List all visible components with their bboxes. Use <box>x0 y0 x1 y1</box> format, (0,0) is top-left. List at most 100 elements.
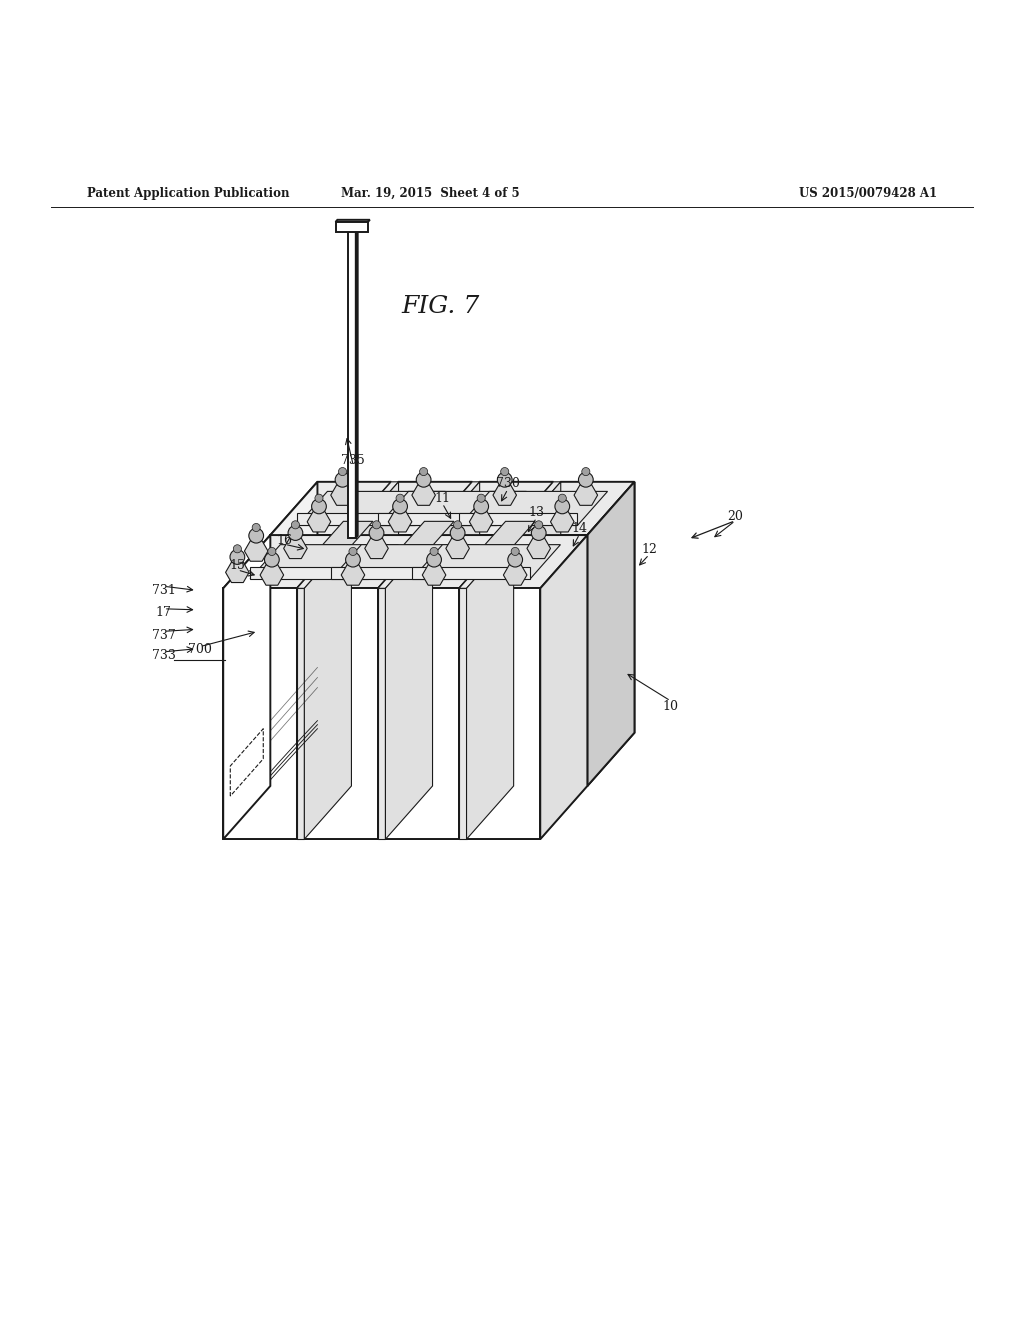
Circle shape <box>264 552 280 568</box>
Circle shape <box>501 467 509 475</box>
Text: FIG. 7: FIG. 7 <box>401 296 479 318</box>
Polygon shape <box>297 589 304 840</box>
Polygon shape <box>432 535 506 785</box>
Polygon shape <box>223 733 635 840</box>
Polygon shape <box>467 535 514 840</box>
Circle shape <box>555 499 569 513</box>
Text: Patent Application Publication: Patent Application Publication <box>87 186 290 199</box>
Polygon shape <box>304 535 425 589</box>
Polygon shape <box>223 535 344 589</box>
Text: 700: 700 <box>187 643 212 656</box>
Polygon shape <box>459 589 467 840</box>
Polygon shape <box>460 491 607 525</box>
Circle shape <box>249 528 263 543</box>
Polygon shape <box>336 222 368 232</box>
Polygon shape <box>467 535 588 589</box>
Polygon shape <box>588 482 635 785</box>
Circle shape <box>349 548 357 556</box>
Polygon shape <box>467 589 541 840</box>
Polygon shape <box>378 589 385 840</box>
Circle shape <box>535 521 543 529</box>
Text: Mar. 19, 2015  Sheet 4 of 5: Mar. 19, 2015 Sheet 4 of 5 <box>341 186 519 199</box>
Polygon shape <box>385 535 432 840</box>
Text: 731: 731 <box>152 583 176 597</box>
Polygon shape <box>425 482 479 535</box>
Circle shape <box>416 473 431 487</box>
Polygon shape <box>378 513 497 525</box>
Polygon shape <box>323 521 373 545</box>
Polygon shape <box>460 513 578 525</box>
Polygon shape <box>331 566 450 578</box>
Polygon shape <box>413 545 560 578</box>
Polygon shape <box>351 535 425 785</box>
Circle shape <box>292 521 299 529</box>
Text: 16: 16 <box>276 533 293 546</box>
Polygon shape <box>413 566 530 578</box>
Polygon shape <box>514 535 588 785</box>
Polygon shape <box>506 482 561 535</box>
Polygon shape <box>355 220 357 539</box>
Circle shape <box>339 467 346 475</box>
Polygon shape <box>506 535 514 785</box>
Circle shape <box>454 521 462 529</box>
Circle shape <box>451 525 465 540</box>
Polygon shape <box>351 482 398 785</box>
Polygon shape <box>378 491 526 525</box>
Circle shape <box>373 521 381 529</box>
Polygon shape <box>336 220 370 222</box>
Polygon shape <box>378 535 432 589</box>
Polygon shape <box>514 482 635 535</box>
Polygon shape <box>348 222 355 539</box>
Polygon shape <box>385 589 459 840</box>
Text: 13: 13 <box>528 506 545 519</box>
Circle shape <box>335 473 350 487</box>
Circle shape <box>558 494 566 503</box>
Polygon shape <box>541 535 588 840</box>
Text: 11: 11 <box>434 492 451 504</box>
Polygon shape <box>459 535 514 589</box>
Polygon shape <box>270 482 317 785</box>
Circle shape <box>268 548 275 556</box>
Polygon shape <box>484 521 536 545</box>
Polygon shape <box>514 482 561 785</box>
Circle shape <box>531 525 546 540</box>
Circle shape <box>474 499 488 513</box>
Text: US 2015/0079428 A1: US 2015/0079428 A1 <box>799 186 937 199</box>
Circle shape <box>252 524 260 532</box>
Circle shape <box>420 467 428 475</box>
Text: 10: 10 <box>663 700 679 713</box>
Circle shape <box>396 494 404 503</box>
Text: 14: 14 <box>571 523 588 536</box>
Circle shape <box>582 467 590 475</box>
Circle shape <box>230 549 245 565</box>
Polygon shape <box>432 482 553 535</box>
Text: 737: 737 <box>152 628 176 642</box>
Circle shape <box>393 499 408 513</box>
Polygon shape <box>344 535 351 785</box>
Text: 730: 730 <box>496 478 520 490</box>
Circle shape <box>579 473 593 487</box>
Polygon shape <box>331 545 479 578</box>
Text: 12: 12 <box>641 543 657 556</box>
Polygon shape <box>304 589 378 840</box>
Polygon shape <box>297 535 344 840</box>
Polygon shape <box>432 482 479 785</box>
Polygon shape <box>250 566 368 578</box>
Text: 20: 20 <box>727 510 743 523</box>
Polygon shape <box>351 482 472 535</box>
Circle shape <box>477 494 485 503</box>
Polygon shape <box>378 535 425 840</box>
Text: 735: 735 <box>341 454 366 467</box>
Circle shape <box>345 552 360 568</box>
Circle shape <box>370 525 384 540</box>
Polygon shape <box>344 482 398 535</box>
Polygon shape <box>250 545 398 578</box>
Circle shape <box>288 525 303 540</box>
Polygon shape <box>270 482 391 535</box>
Circle shape <box>511 548 519 556</box>
Polygon shape <box>297 491 445 525</box>
Polygon shape <box>588 482 635 785</box>
Circle shape <box>315 494 323 503</box>
Polygon shape <box>297 535 351 589</box>
Circle shape <box>508 552 522 568</box>
